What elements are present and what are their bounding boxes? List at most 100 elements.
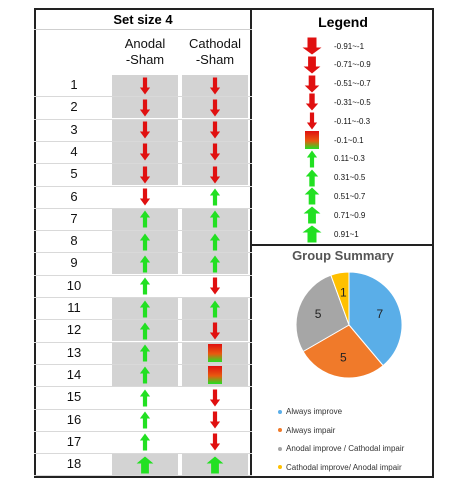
legend-dot-icon	[278, 409, 282, 414]
row-divider	[34, 96, 252, 98]
row-divider	[34, 207, 252, 209]
cathodal-arrow-cell	[182, 187, 248, 208]
pie-slice	[330, 271, 350, 326]
down-arrow-icon	[209, 166, 221, 184]
anodal-arrow-cell	[112, 75, 178, 96]
up-arrow-icon	[209, 188, 221, 206]
legend-label: 0.91~1	[334, 229, 359, 239]
anodal-arrow-cell	[112, 141, 178, 163]
legend-dot-icon	[278, 465, 282, 469]
cathodal-arrow-cell	[182, 141, 248, 163]
legend-arrow-icon	[300, 168, 324, 188]
up-arrow-icon	[139, 255, 151, 273]
down-arrow-icon	[209, 411, 221, 429]
pie-slice	[302, 324, 384, 379]
anodal-arrow-cell	[112, 97, 178, 119]
up-arrow-icon	[139, 300, 151, 317]
legend-label: -0.51~-0.7	[334, 79, 371, 89]
legend-arrow-icon	[300, 149, 324, 169]
cathodal-arrow-cell	[182, 410, 248, 431]
cathodal-arrow-cell	[182, 454, 248, 476]
anodal-arrow-cell	[112, 187, 178, 208]
row-label: 5	[70, 166, 78, 182]
legend-label: -0.91~-1	[334, 41, 365, 51]
down-arrow-icon	[139, 188, 151, 206]
pie-legend-item: Anodal improve / Cathodal impair	[278, 444, 404, 453]
down-arrow-icon	[209, 77, 221, 94]
legend-arrow-icon	[300, 224, 324, 244]
legend-label: -0.71~-0.9	[334, 60, 371, 70]
pie-legend-label: Always impair	[286, 425, 336, 435]
legend-item: 0.51~0.7	[300, 186, 365, 206]
row-label: 14	[66, 366, 82, 382]
legend-item: 0.11~0.3	[300, 149, 365, 169]
cathodal-arrow-cell	[182, 320, 248, 342]
legend-label: -0.31~-0.5	[334, 97, 371, 107]
anodal-arrow-cell	[112, 276, 178, 297]
pie-title: Group Summary	[292, 248, 394, 263]
up-arrow-icon	[209, 210, 221, 228]
row-label: 10	[66, 277, 82, 293]
legend-arrow-icon	[300, 111, 324, 131]
up-arrow-icon	[139, 344, 151, 362]
anodal-arrow-cell	[112, 387, 178, 408]
down-arrow-icon	[209, 433, 221, 451]
row-label: 2	[70, 99, 78, 115]
anodal-arrow-cell	[112, 342, 178, 364]
row-label: 4	[70, 143, 78, 159]
legend-panel	[252, 8, 434, 246]
column-header-anodal: Anodal -Sham	[124, 36, 166, 67]
legend-label: 0.11~0.3	[334, 154, 365, 164]
legend-item: -0.51~-0.7	[300, 74, 371, 94]
anodal-arrow-cell	[112, 231, 178, 253]
cathodal-arrow-cell	[182, 253, 248, 275]
legend-item: -0.71~-0.9	[300, 55, 371, 75]
row-label: 18	[66, 456, 82, 472]
anodal-arrow-cell	[112, 410, 178, 431]
row-label: 9	[70, 255, 78, 271]
row-divider	[34, 118, 252, 120]
row-divider	[34, 453, 252, 455]
up-arrow-icon	[139, 322, 151, 340]
cathodal-arrow-cell	[182, 208, 248, 230]
row-label: 12	[66, 322, 82, 338]
row-label: 6	[70, 188, 78, 204]
legend-arrow-icon	[300, 186, 324, 206]
pie-legend-item: Always impair	[278, 426, 335, 435]
pie-data-label: 7	[377, 307, 384, 321]
legend-dot-icon	[278, 446, 282, 451]
legend-title: Legend	[318, 14, 368, 30]
legend-label: -0.11~-0.3	[334, 116, 371, 126]
cathodal-arrow-cell	[182, 387, 248, 408]
up-arrow-icon	[139, 366, 151, 384]
cathodal-arrow-cell	[182, 97, 248, 119]
row-divider	[34, 185, 252, 187]
anodal-arrow-cell	[112, 298, 178, 319]
pie-slice	[295, 274, 350, 353]
row-divider	[34, 274, 252, 276]
pie-slice	[348, 271, 403, 367]
row-label: 13	[66, 344, 82, 360]
legend-arrow-icon	[300, 205, 324, 225]
legend-arrow-icon	[300, 130, 324, 150]
gradient-bar-icon	[208, 366, 222, 385]
anodal-arrow-cell	[112, 364, 178, 386]
anodal-arrow-cell	[112, 320, 178, 342]
down-arrow-icon	[209, 277, 221, 295]
pie-data-label: 5	[340, 350, 347, 364]
down-arrow-icon	[209, 389, 221, 407]
pie-legend-label: Always improve	[286, 407, 343, 416]
down-arrow-icon	[139, 166, 151, 184]
legend-item: 0.91~1	[300, 224, 359, 244]
up-arrow-icon	[139, 411, 151, 429]
cathodal-arrow-cell	[182, 276, 248, 297]
legend-item: -0.1~0.1	[300, 130, 364, 150]
legend-label: 0.71~0.9	[334, 210, 366, 220]
up-arrow-icon	[209, 233, 221, 251]
row-label: 16	[66, 411, 82, 427]
anodal-arrow-cell	[112, 454, 178, 476]
up-arrow-icon	[139, 389, 151, 407]
table-title: Set size 4	[34, 10, 252, 30]
up-arrow-icon	[136, 456, 154, 474]
